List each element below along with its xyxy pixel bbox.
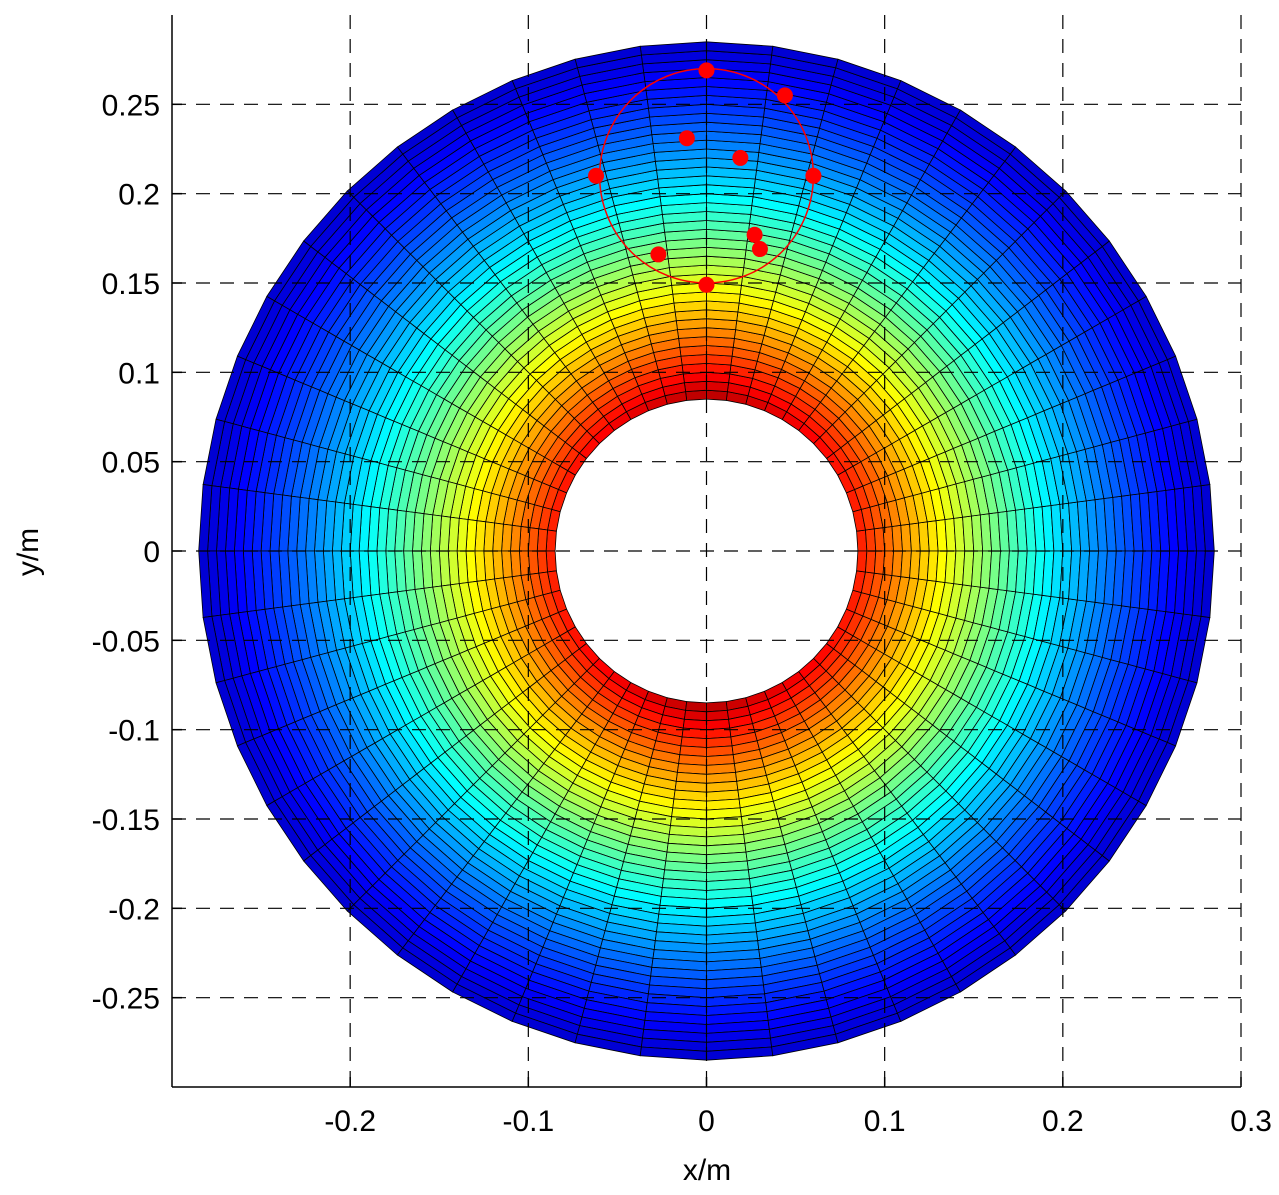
y-tick-label: 0.2 bbox=[118, 179, 160, 212]
y-tick-label: 0.1 bbox=[118, 357, 160, 390]
y-tick-label: 0 bbox=[143, 536, 160, 569]
x-tick-label: -0.1 bbox=[502, 1105, 554, 1138]
data-point bbox=[805, 167, 822, 184]
y-tick-label: -0.25 bbox=[92, 983, 160, 1016]
tick-labels: -0.2 -0.1 0 0.1 0.2 0.3 0.25 0.2 0.15 0.1 0.05 0 -0.… bbox=[92, 89, 1272, 1138]
data-point bbox=[746, 226, 763, 243]
y-tick-label: -0.05 bbox=[92, 625, 160, 658]
measurement-points bbox=[588, 62, 822, 293]
data-point bbox=[588, 167, 605, 184]
x-tick-label: 0.1 bbox=[864, 1105, 906, 1138]
data-point bbox=[650, 246, 667, 263]
data-point bbox=[698, 62, 715, 79]
x-axis-label: x/m bbox=[683, 1154, 731, 1187]
y-tick-label: -0.2 bbox=[108, 893, 160, 926]
data-point bbox=[678, 130, 695, 147]
y-tick-label: 0.05 bbox=[102, 447, 160, 480]
data-point bbox=[732, 149, 749, 166]
data-point bbox=[776, 87, 793, 104]
x-tick-label: -0.2 bbox=[324, 1105, 376, 1138]
y-axis-label: y/m bbox=[12, 528, 45, 576]
y-tick-label: 0.15 bbox=[102, 268, 160, 301]
x-tick-label: 0.3 bbox=[1230, 1105, 1272, 1138]
y-tick-label: -0.15 bbox=[92, 804, 160, 837]
data-point bbox=[751, 241, 768, 258]
y-tick-label: 0.25 bbox=[102, 89, 160, 122]
x-tick-label: 0 bbox=[698, 1105, 715, 1138]
grid-lines bbox=[172, 15, 1242, 1087]
annulus-field bbox=[198, 41, 1215, 1061]
data-point bbox=[698, 276, 715, 293]
y-tick-label: -0.1 bbox=[108, 715, 160, 748]
axes bbox=[171, 15, 1242, 1088]
x-tick-label: 0.2 bbox=[1042, 1105, 1084, 1138]
